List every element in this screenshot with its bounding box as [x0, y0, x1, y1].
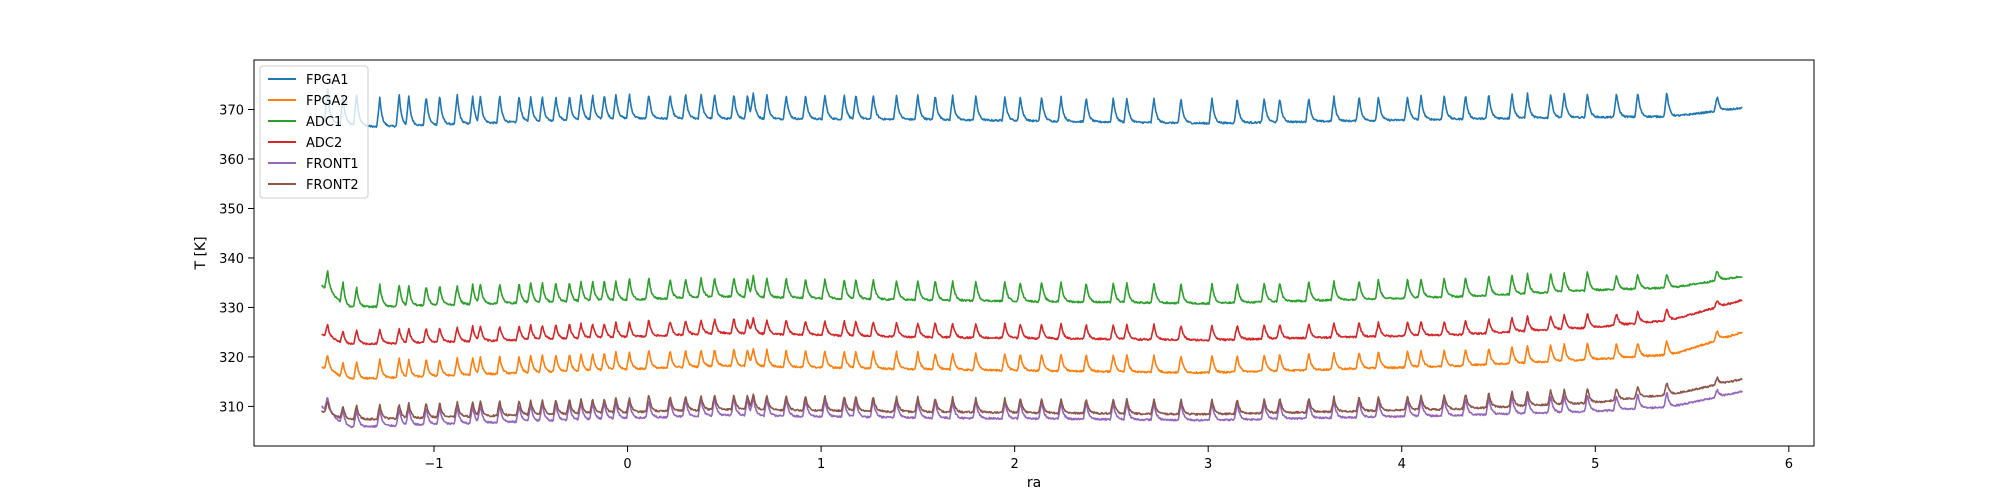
series-line-fpga2	[321, 330, 1743, 380]
x-tick-label: 6	[1785, 457, 1793, 472]
y-tick-label: 370	[219, 103, 244, 118]
y-tick-label: 350	[219, 202, 244, 217]
x-tick-label: 1	[817, 457, 825, 472]
plot-area	[253, 59, 1815, 447]
series-line-front2	[320, 376, 1743, 421]
legend-label: FRONT2	[306, 178, 359, 193]
x-tick-label: 5	[1591, 457, 1599, 472]
legend-label: FPGA2	[306, 94, 349, 109]
y-tick-label: 330	[219, 301, 244, 316]
x-tick-label: 0	[623, 457, 631, 472]
x-tick-label: 3	[1204, 457, 1212, 472]
legend-label: FPGA1	[306, 73, 349, 88]
x-tick-label: −1	[424, 457, 443, 472]
x-tick-label: 4	[1398, 457, 1406, 472]
plot-frame	[253, 59, 1815, 447]
y-axis-label: T [K]	[193, 236, 209, 270]
series-line-fpga1	[321, 88, 1743, 129]
y-tick-label: 340	[219, 252, 244, 267]
series-line-adc1	[321, 270, 1743, 309]
x-tick-label: 2	[1011, 457, 1019, 472]
y-axis: 310 320 330 340 350 360 370	[219, 103, 254, 415]
series-line-adc2	[321, 299, 1743, 346]
x-axis: −1 0 1 2 3 4 5 6	[424, 446, 1793, 472]
legend-label: ADC2	[306, 136, 342, 151]
y-tick-label: 360	[219, 153, 244, 168]
series-line-front1	[321, 388, 1743, 429]
y-tick-label: 310	[219, 400, 244, 415]
legend: FPGA1 FPGA2 ADC1 ADC2 FRONT1 FRONT2	[259, 65, 369, 199]
legend-label: FRONT1	[306, 157, 359, 172]
legend-label: ADC1	[306, 115, 342, 130]
y-tick-label: 320	[219, 351, 244, 366]
series-layer	[320, 88, 1743, 429]
x-axis-label: ra	[1027, 475, 1041, 491]
